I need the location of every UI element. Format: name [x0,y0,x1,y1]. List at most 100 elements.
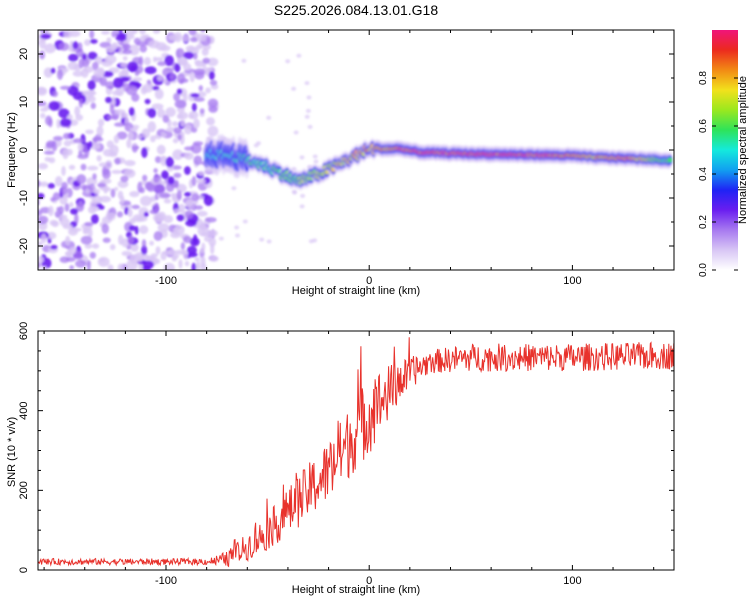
noise-blob [153,183,166,195]
noise-blob [178,259,183,269]
noise-blob [73,250,84,260]
noise-blob [93,188,100,195]
noise-blob [72,70,84,77]
noise-blob [84,149,90,157]
noise-blob [173,172,182,178]
noise-blob [142,174,148,182]
noise-blob [92,243,100,249]
noise-blob [184,210,194,219]
noise-blob [190,143,202,154]
noise-blob [161,170,169,180]
noise-blob [48,118,53,128]
noise-blob [60,186,67,195]
noise-blob [188,30,197,36]
noise-blob [67,114,73,121]
noise-blob [87,51,98,60]
noise-blob [173,226,179,236]
noise-blob [191,193,200,202]
noise-blob [156,144,166,155]
noise-blob [80,163,87,171]
noise-blob [191,176,197,187]
noise-blob [97,118,105,127]
noise-blob [84,39,91,46]
spectrogram-x-label: Height of straight line (km) [292,285,420,297]
x-tick-label: -100 [155,575,177,587]
noise-blob [205,217,217,223]
noise-blob [50,244,58,250]
noise-blob [193,97,205,102]
noise-blob [113,30,120,35]
noise-blob [207,125,219,137]
noise-blob [121,238,130,248]
noise-blob [89,251,97,259]
noise-blob [173,179,179,189]
noise-blob [47,183,56,189]
noise-blob [126,61,139,73]
noise-blob [207,98,219,108]
colorbar-ticks: 0.0 0.2 0.4 0.6 0.8 [698,71,738,277]
noise-blob [119,195,125,205]
noise-blob [87,80,96,91]
noise-blob [117,32,127,38]
noise-blob [45,142,54,149]
noise-blob [52,192,61,201]
noise-blob [182,63,192,71]
noise-blob [157,61,167,67]
noise-blob [69,265,75,270]
noise-blob [305,108,311,113]
noise-blob [143,57,151,66]
noise-blob [205,87,211,94]
noise-blob [242,219,248,224]
noise-blob [164,55,174,67]
noise-blob [31,123,38,129]
noise-blob [90,102,97,110]
noise-blob [132,145,140,150]
noise-blob [65,256,76,262]
noise-blob [121,250,133,257]
noise-blob [165,156,174,168]
noise-blob [190,93,200,98]
noise-blob [110,188,116,198]
noise-blob [92,137,104,142]
noise-blob [124,160,136,167]
noise-blob [122,49,132,55]
noise-blob [144,66,157,75]
noise-blob [208,105,218,113]
y-tick-label: 0 [18,147,30,153]
noise-blob [102,71,114,78]
y-tick-label: 10 [18,96,30,108]
noise-blob [266,239,272,244]
noise-blob [120,112,129,119]
noise-blob [206,117,215,126]
noise-blob [120,62,129,68]
noise-blob [190,36,198,43]
noise-blob [203,195,214,207]
noise-blob [41,265,48,270]
noise-blob [174,249,186,255]
noise-blob [134,252,144,263]
colorbar-label: Normalized spectral amplitude [737,76,749,224]
noise-blob [39,181,49,187]
noise-blob [61,166,66,176]
noise-blob [48,205,54,217]
noise-blob [111,169,122,174]
noise-blob [38,215,49,225]
noise-blob [127,208,133,218]
noise-blob [144,181,155,191]
noise-blob [98,205,105,210]
y-tick-label: 600 [18,322,30,340]
noise-blob [235,233,240,238]
y-tick-label: 200 [18,481,30,499]
colorbar-tick-label: 0.6 [698,119,709,133]
noise-blob [66,148,73,156]
noise-blob [177,134,182,141]
noise-blob [74,213,79,225]
noise-blob [208,71,215,80]
y-tick-label: 20 [18,48,30,60]
noise-blob [141,239,147,248]
noise-blob [67,61,79,71]
noise-blob [174,63,181,73]
noise-blob [299,204,305,209]
spectrogram-ridge-layer [203,133,673,191]
noise-blob [183,124,193,135]
